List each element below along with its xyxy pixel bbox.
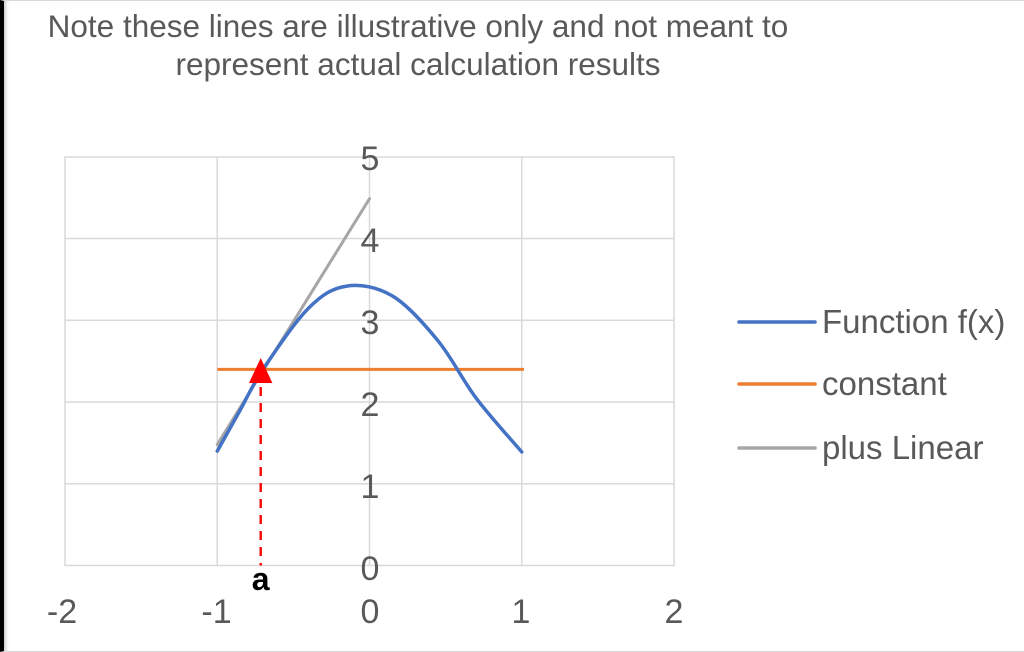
svg-text:5: 5 xyxy=(361,140,380,178)
svg-text:2: 2 xyxy=(361,386,380,424)
svg-text:a: a xyxy=(252,561,270,597)
svg-text:2: 2 xyxy=(665,593,684,631)
svg-text:0: 0 xyxy=(361,550,380,588)
svg-text:0: 0 xyxy=(361,593,380,631)
svg-text:4: 4 xyxy=(361,222,380,260)
svg-text:1: 1 xyxy=(512,593,531,631)
svg-text:-1: -1 xyxy=(201,593,231,631)
svg-text:3: 3 xyxy=(361,304,380,342)
svg-text:constant: constant xyxy=(822,365,947,402)
svg-text:-2: -2 xyxy=(47,593,77,631)
svg-text:plus Linear: plus Linear xyxy=(822,429,983,466)
svg-text:1: 1 xyxy=(361,468,380,506)
svg-text:Function f(x): Function f(x) xyxy=(822,303,1005,340)
